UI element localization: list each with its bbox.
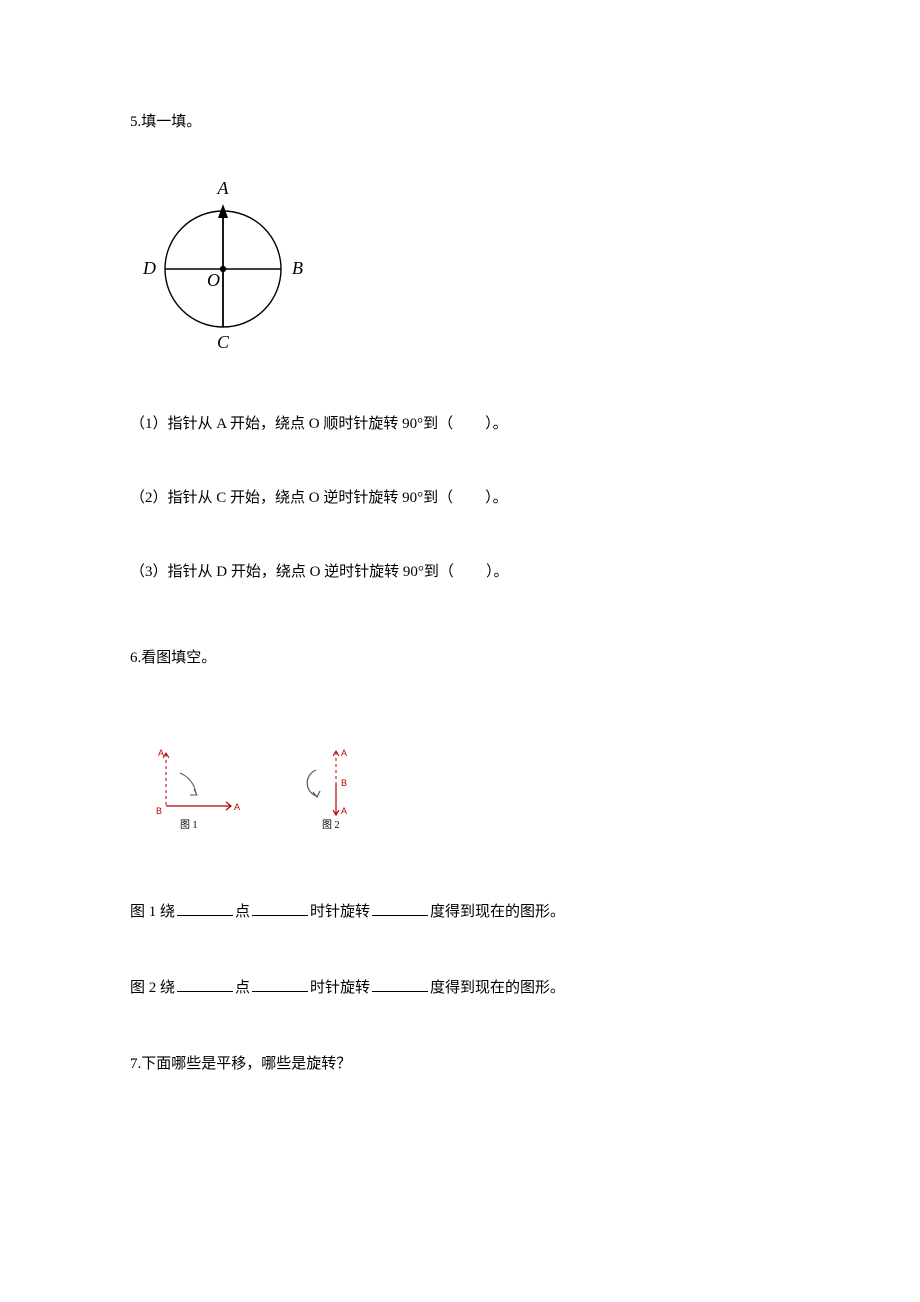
figure-q6: A B A 图 1 A B A 图 2 bbox=[138, 746, 790, 850]
fig1-label-A-top: A bbox=[158, 748, 164, 758]
label-A: A bbox=[217, 178, 230, 198]
figure-q5: A B C D O bbox=[138, 174, 790, 362]
q6-line1-blank3 bbox=[372, 901, 428, 916]
fig1-label-A-right: A bbox=[234, 802, 240, 812]
q6-line2-blank3 bbox=[372, 977, 428, 992]
label-C: C bbox=[217, 332, 230, 352]
q5-sub1: （1）指针从 A 开始，绕点 O 顺时针旋转 90°到（ ）。 bbox=[130, 412, 790, 436]
fig1-caption: 图 1 bbox=[180, 819, 198, 831]
question-7-heading: 7.下面哪些是平移，哪些是旋转？ bbox=[130, 1052, 790, 1076]
q6-line2-blank2 bbox=[252, 977, 308, 992]
q6-line2-t4: 度得到现在的图形。 bbox=[430, 980, 565, 996]
question-6-heading: 6.看图填空。 bbox=[130, 646, 222, 670]
label-O: O bbox=[207, 270, 220, 290]
q6-line2-t3: 时针旋转 bbox=[310, 980, 370, 996]
q6-line2: 图 2 绕 点 时针旋转 度得到现在的图形。 bbox=[130, 976, 790, 1000]
fig1-label-B: B bbox=[156, 806, 162, 816]
q5-sub3: （3）指针从 D 开始，绕点 O 逆时针旋转 90°到（ ）。 bbox=[130, 560, 790, 584]
label-B: B bbox=[292, 258, 303, 278]
q5-sub2-blank bbox=[453, 490, 485, 506]
q6-line2-blank1 bbox=[177, 977, 233, 992]
question-5-heading: 5.填一填。 bbox=[130, 110, 790, 134]
q5-sub2-post: ）。 bbox=[485, 490, 508, 506]
q5-sub2: （2）指针从 C 开始，绕点 O 逆时针旋转 90°到（ ）。 bbox=[130, 486, 790, 510]
q6-line1-t1: 图 1 绕 bbox=[130, 904, 175, 920]
q6-line1-blank1 bbox=[177, 901, 233, 916]
q5-sub2-pre: （2）指针从 C 开始，绕点 O 逆时针旋转 90°到（ bbox=[130, 490, 453, 506]
q6-line1: 图 1 绕 点 时针旋转 度得到现在的图形。 bbox=[130, 900, 790, 924]
q5-sub1-blank bbox=[453, 416, 485, 432]
q5-sub1-pre: （1）指针从 A 开始，绕点 O 顺时针旋转 90°到（ bbox=[130, 416, 453, 432]
q6-line1-t2: 点 bbox=[235, 904, 250, 920]
q5-sub3-pre: （3）指针从 D 开始，绕点 O 逆时针旋转 90°到（ bbox=[130, 564, 454, 580]
q5-sub3-blank bbox=[454, 564, 486, 580]
q5-sub3-post: ）。 bbox=[486, 564, 509, 580]
fig2-caption: 图 2 bbox=[322, 819, 340, 831]
label-D: D bbox=[142, 258, 156, 278]
q6-line1-t3: 时针旋转 bbox=[310, 904, 370, 920]
q5-sub1-post: ）。 bbox=[485, 416, 508, 432]
q6-line1-t4: 度得到现在的图形。 bbox=[430, 904, 565, 920]
fig2-label-B: B bbox=[341, 778, 347, 788]
q6-line2-t1: 图 2 绕 bbox=[130, 980, 175, 996]
q6-line1-blank2 bbox=[252, 901, 308, 916]
fig2-label-A-bottom: A bbox=[341, 806, 347, 816]
q6-line2-t2: 点 bbox=[235, 980, 250, 996]
fig2-label-A-top: A bbox=[341, 748, 347, 758]
